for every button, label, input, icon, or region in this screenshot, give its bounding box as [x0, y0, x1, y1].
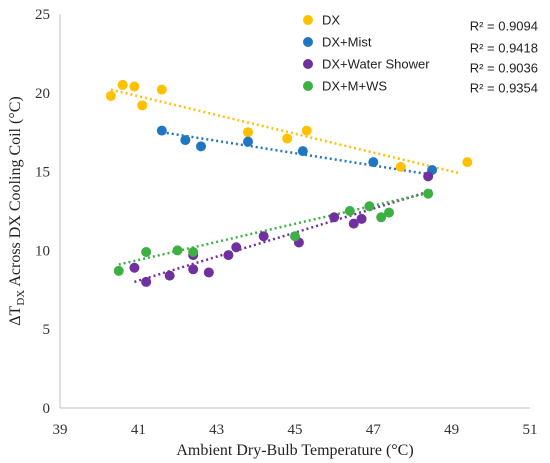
data-point-dx-water-shower [203, 267, 214, 278]
r-squared-labels: R² = 0.9094 R² = 0.9418 R² = 0.9036 R² = 0.… [470, 19, 538, 96]
legend-marker [303, 59, 313, 69]
data-point-dx-m-ws [364, 201, 375, 212]
legend-label: DX+M+WS [322, 79, 387, 94]
data-point-dx-m-ws [290, 231, 300, 242]
axes [59, 14, 530, 409]
x-tick-label: 41 [131, 422, 146, 438]
y-axis-label-sub: DX [15, 290, 27, 306]
legend-marker [303, 15, 313, 25]
x-tick-label: 49 [444, 422, 459, 438]
data-point-dx [117, 79, 128, 90]
data-point-dx-m-ws [113, 265, 124, 276]
data-point-dx-m-ws [172, 245, 183, 256]
data-point-dx [105, 90, 116, 101]
y-axis-label: ΔTDX Across DX Cooling Coil (°C) [7, 96, 27, 325]
data-point-dx-water-shower [329, 212, 340, 223]
data-points [105, 79, 473, 287]
data-point-dx-water-shower [188, 264, 199, 275]
data-point-dx-m-ws [141, 246, 152, 257]
data-point-dx-m-ws [344, 206, 355, 216]
y-tick-label: 25 [35, 7, 50, 23]
trendline-dx-mist [161, 130, 433, 176]
data-point-dx [243, 127, 253, 138]
data-point-dx-water-shower [348, 218, 359, 229]
y-axis-label-post: Across DX Cooling Coil (°C) [7, 96, 24, 290]
data-point-dx-water-shower [231, 242, 242, 253]
data-point-dx [462, 157, 473, 168]
x-tick-label: 51 [523, 422, 538, 438]
data-point-dx-water-shower [141, 276, 152, 287]
data-point-dx-m-ws [188, 246, 199, 257]
r-squared-label: R² = 0.9036 [470, 61, 538, 76]
legend: DX DX+Mist DX+Water Shower DX+M+WS [303, 13, 430, 94]
data-point-dx-water-shower [356, 213, 367, 224]
trendline-dx-m-ws [118, 190, 433, 266]
x-tick-label: 43 [209, 422, 224, 438]
data-point-dx [301, 125, 312, 136]
data-point-dx [156, 84, 167, 95]
y-tick-label: 5 [43, 322, 51, 338]
data-point-dx-water-shower [223, 250, 234, 261]
data-point-dx-mist [156, 125, 167, 136]
data-point-dx-m-ws [376, 212, 387, 223]
y-tick-labels: 0 5 10 15 20 25 [35, 7, 50, 417]
r-squared-label: R² = 0.9354 [470, 81, 538, 96]
data-point-dx-mist [243, 136, 253, 147]
legend-marker [303, 81, 313, 91]
r-squared-label: R² = 0.9094 [470, 19, 538, 34]
legend-label: DX+Mist [322, 35, 372, 50]
x-tick-label: 39 [53, 422, 68, 438]
data-point-dx-mist [180, 135, 191, 146]
y-axis-label-pre: ΔT [7, 305, 24, 325]
trend-lines [110, 88, 460, 284]
data-point-dx-water-shower [164, 270, 175, 281]
data-point-dx-mist [368, 157, 379, 168]
x-tick-label: 47 [366, 422, 382, 438]
x-tick-labels: 39 41 43 45 47 49 51 [53, 422, 538, 438]
legend-label: DX+Water Shower [322, 57, 430, 72]
x-tick-label: 45 [288, 422, 303, 438]
y-tick-label: 10 [35, 243, 50, 259]
y-tick-label: 15 [35, 165, 50, 181]
trendline-dx-water-shower [134, 189, 433, 284]
data-point-dx-water-shower [423, 171, 434, 182]
x-axis-label: Ambient Dry-Bulb Temperature (°C) [176, 442, 413, 459]
data-point-dx [395, 161, 406, 172]
data-point-dx-m-ws [423, 188, 434, 199]
data-point-dx-mist [297, 146, 308, 157]
y-tick-label: 0 [43, 401, 51, 417]
y-tick-label: 20 [35, 86, 50, 102]
data-point-dx-water-shower [258, 231, 269, 242]
data-point-dx-m-ws [384, 207, 394, 218]
data-point-dx-mist [196, 141, 206, 152]
data-point-dx [137, 100, 148, 111]
data-point-dx-water-shower [129, 262, 140, 273]
data-point-dx [129, 81, 140, 92]
data-point-dx [282, 133, 293, 144]
r-squared-label: R² = 0.9418 [470, 41, 538, 56]
legend-marker [303, 37, 313, 47]
legend-label: DX [322, 13, 340, 28]
